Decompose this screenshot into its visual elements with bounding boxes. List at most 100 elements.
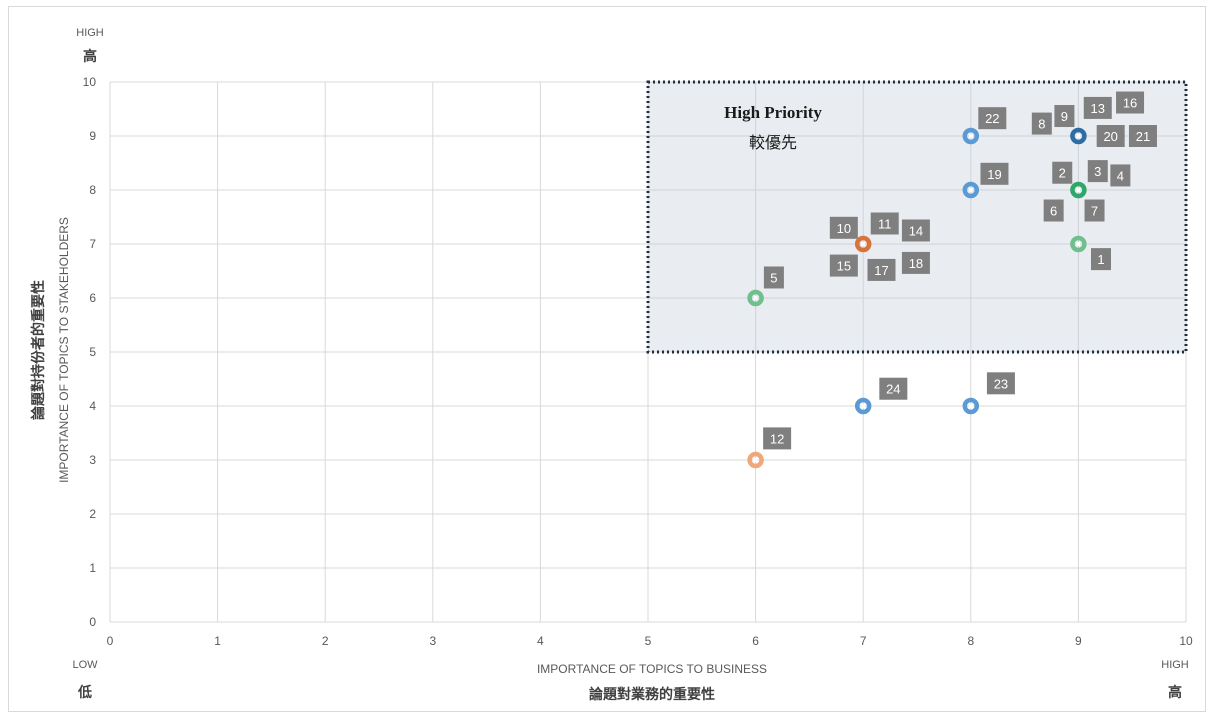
topic-label: 19	[987, 167, 1001, 182]
topic-label-box	[1087, 160, 1108, 183]
y-tick-label: 2	[89, 507, 96, 521]
data-point	[962, 127, 980, 145]
data-point-center	[968, 134, 973, 138]
chart-frame	[8, 6, 1206, 712]
data-point	[1070, 235, 1087, 253]
x-tick-label: 10	[1179, 634, 1193, 648]
topic-label: 7	[1091, 204, 1098, 219]
y-tick-label: 6	[89, 291, 96, 305]
y-tick-label: 4	[89, 399, 96, 413]
x-tick-label: 0	[107, 634, 114, 648]
topic-label: 16	[1123, 96, 1137, 111]
topic-label: 23	[994, 376, 1008, 391]
topic-label: 9	[1061, 109, 1068, 124]
data-point-center	[968, 188, 973, 192]
topic-label: 24	[886, 382, 900, 397]
data-point	[747, 289, 764, 307]
data-point-center	[753, 296, 758, 300]
y-tick-label: 3	[89, 453, 96, 467]
y-tick-label: 0	[89, 615, 96, 629]
data-point	[962, 181, 980, 199]
topic-label-box	[867, 258, 896, 281]
topic-label-box	[1096, 125, 1125, 147]
topic-label: 10	[837, 221, 851, 236]
data-point	[1070, 181, 1087, 199]
y-high-label-zh: 高	[83, 48, 97, 65]
y-high-label-en: HIGH	[76, 27, 104, 39]
topic-label: 6	[1050, 204, 1057, 219]
topic-label: 17	[874, 263, 888, 278]
x-high-label-en: HIGH	[1161, 659, 1189, 671]
topic-label-box	[986, 372, 1015, 395]
topic-label: 15	[837, 259, 851, 274]
data-point	[962, 397, 980, 415]
x-tick-label: 8	[967, 634, 974, 648]
topic-label-box	[901, 219, 930, 242]
x-tick-label: 6	[752, 634, 759, 648]
data-point	[854, 235, 872, 253]
priority-label-en: High Priority	[724, 103, 822, 122]
topic-label-box	[1116, 91, 1145, 114]
data-point-center	[861, 404, 866, 408]
topic-label-box	[763, 266, 784, 289]
x-axis-title-zh: 論題對業務的重要性	[589, 686, 715, 703]
topic-label-box	[1043, 199, 1064, 222]
x-high-label-zh: 高	[1168, 684, 1182, 701]
y-axis-title-zh: 論題對持份者的重要性	[30, 280, 47, 420]
topic-label: 12	[770, 431, 784, 446]
topic-label-box	[829, 254, 858, 277]
y-tick-label: 5	[89, 345, 96, 359]
topic-label: 22	[985, 111, 999, 126]
topic-label: 13	[1091, 101, 1105, 116]
topic-label-box	[901, 251, 930, 274]
topic-label-box	[1084, 199, 1105, 222]
x-tick-label: 2	[322, 634, 329, 648]
y-tick-label: 10	[83, 75, 97, 89]
x-axis-title-en: IMPORTANCE OF TOPICS TO BUSINESS	[537, 662, 767, 676]
data-point	[1070, 127, 1087, 145]
topic-label-box	[870, 212, 899, 235]
data-point-center	[1076, 242, 1081, 246]
priority-label-zh: 較優先	[749, 133, 797, 152]
data-point-center	[968, 404, 973, 408]
x-tick-label: 7	[860, 634, 867, 648]
topic-label-box	[978, 107, 1007, 130]
topic-label-box	[1110, 164, 1131, 187]
topic-label: 8	[1038, 117, 1045, 132]
x-tick-label: 3	[429, 634, 436, 648]
y-tick-label: 1	[89, 561, 96, 575]
data-point	[747, 451, 764, 469]
topic-label: 2	[1059, 166, 1066, 181]
topic-label-box	[1090, 248, 1111, 271]
topic-label: 21	[1136, 129, 1150, 144]
topic-label: 4	[1117, 168, 1124, 183]
data-point-center	[861, 242, 866, 246]
data-point-center	[753, 458, 758, 462]
topic-label-box	[1054, 105, 1075, 128]
y-tick-label: 9	[89, 129, 96, 143]
topic-label-box	[879, 377, 908, 400]
data-point	[854, 397, 872, 415]
topic-label: 5	[770, 270, 777, 285]
topic-label: 18	[909, 256, 923, 271]
topic-label: 20	[1103, 129, 1117, 144]
x-tick-label: 4	[537, 634, 544, 648]
y-tick-label: 8	[89, 183, 96, 197]
high-priority-region	[646, 80, 1188, 354]
topic-label-box	[763, 427, 792, 450]
y-axis-title-en: IMPORTANCE OF TOPICS TO STAKEHOLDERS	[57, 217, 71, 483]
topic-label: 14	[909, 224, 923, 239]
topic-label-box	[1052, 161, 1073, 184]
topic-label: 3	[1094, 164, 1101, 179]
x-tick-label: 5	[645, 634, 652, 648]
x-tick-label: 1	[214, 634, 221, 648]
topic-label: 1	[1097, 252, 1104, 267]
y-tick-label: 7	[89, 237, 96, 251]
topic-label: 11	[878, 216, 892, 231]
x-tick-label: 9	[1075, 634, 1082, 648]
topic-label-box	[1031, 112, 1052, 135]
x-low-label-en: LOW	[72, 659, 98, 671]
topic-label-box	[1128, 125, 1157, 147]
